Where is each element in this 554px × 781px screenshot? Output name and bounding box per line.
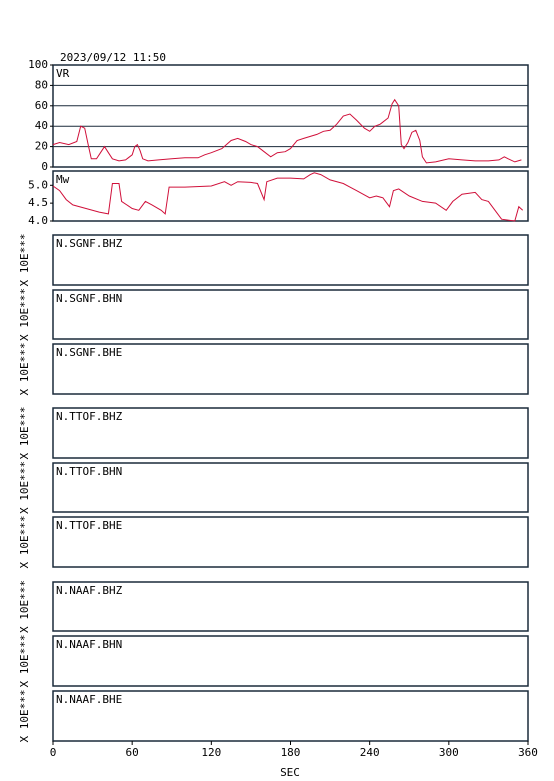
x-tick-label: 180: [281, 746, 301, 759]
station-panel: [52, 635, 529, 687]
y-tick-label: 20: [35, 140, 48, 153]
scale-label: X 10E***: [18, 288, 31, 341]
y-tick-label: 80: [35, 78, 48, 91]
station-panel: [52, 462, 529, 513]
panel-frame: [52, 64, 529, 168]
station-panel: [52, 407, 529, 459]
station-name: N.SGNF.BHZ: [56, 237, 123, 250]
scale-label: X 10E***: [18, 690, 31, 743]
station-panel: [52, 343, 529, 395]
data-line: [52, 172, 524, 222]
station-name: N.TTOF.BHN: [56, 465, 122, 478]
panel-label: Mw: [56, 173, 70, 186]
y-tick-label: 5.0: [28, 178, 48, 191]
station-name: N.NAAF.BHE: [56, 693, 122, 706]
station-panel: [52, 516, 529, 568]
x-tick-label: 120: [201, 746, 221, 759]
scale-label: X 10E***: [18, 234, 31, 287]
station-panel: [52, 690, 529, 742]
y-tick-label: 4.5: [28, 196, 48, 209]
title: 2023/09/12 11:50: [60, 51, 166, 64]
station-panel: [52, 289, 529, 340]
y-tick-label: 60: [35, 99, 48, 112]
station-panel: [52, 581, 529, 632]
scale-label: X 10E***: [18, 580, 31, 633]
scale-label: X 10E***: [18, 343, 31, 396]
station-name: N.TTOF.BHE: [56, 519, 122, 532]
panel-frame: [52, 170, 529, 222]
data-line: [52, 98, 522, 164]
scale-label: X 10E***: [18, 635, 31, 688]
x-tick-label: 60: [126, 746, 139, 759]
station-name: N.NAAF.BHZ: [56, 584, 123, 597]
station-name: N.TTOF.BHZ: [56, 410, 123, 423]
y-tick-label: 100: [28, 58, 48, 71]
scale-label: X 10E***: [18, 461, 31, 514]
scale-label: X 10E***: [18, 407, 31, 460]
station-name: N.SGNF.BHN: [56, 292, 122, 305]
x-tick-label: 360: [518, 746, 538, 759]
station-panel: [52, 234, 529, 286]
x-tick-label: 240: [360, 746, 380, 759]
x-tick-label: 0: [50, 746, 57, 759]
station-name: N.NAAF.BHN: [56, 638, 122, 651]
y-tick-label: 4.0: [28, 214, 48, 227]
x-tick-label: 300: [439, 746, 459, 759]
y-tick-label: 0: [41, 160, 48, 173]
station-name: N.SGNF.BHE: [56, 346, 122, 359]
scale-label: X 10E***: [18, 516, 31, 569]
x-axis-label: SEC: [280, 766, 300, 779]
y-tick-label: 40: [35, 119, 48, 132]
panel-label: VR: [56, 67, 70, 80]
